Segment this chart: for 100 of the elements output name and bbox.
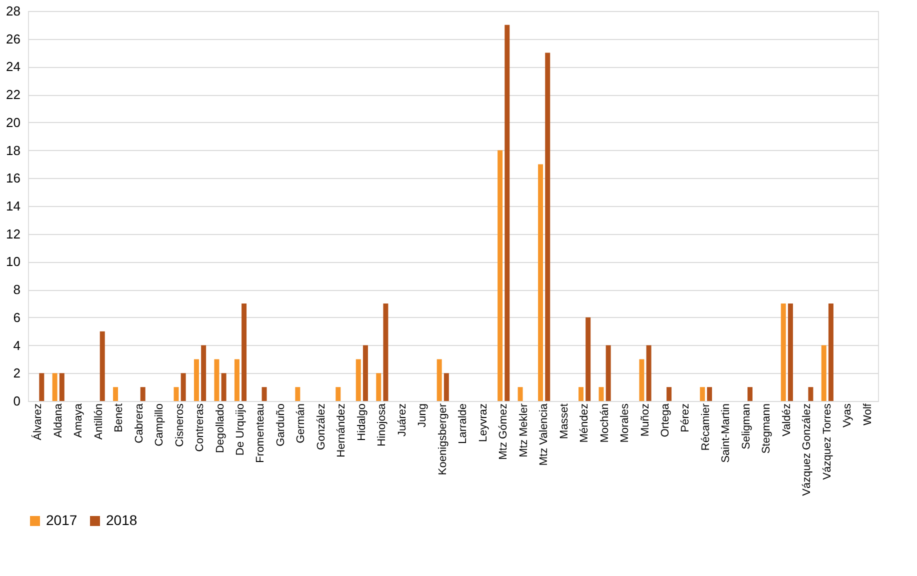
bar [295,387,300,401]
bar [598,387,604,401]
x-tick-label: Hinojosa [376,402,388,446]
y-tick-label: 2 [13,366,20,381]
bar [214,359,220,401]
x-tick-label: Saint-Martin [720,404,732,463]
x-tick-label: Vázquez González [801,404,814,496]
bar [362,345,368,401]
bar [538,164,544,401]
x-tick-label: Mtz Mekler [518,403,530,458]
bar [747,387,752,401]
bar [498,150,503,401]
bar [545,52,550,401]
x-tick-label: Vyas [842,403,854,428]
bar [646,345,652,401]
bar [586,317,591,401]
bar [808,387,814,401]
bar [376,373,382,401]
bar [666,387,672,401]
y-tick-label: 22 [6,87,20,102]
bar [201,345,206,401]
x-tick-label: Seligman [740,404,752,450]
y-tick-label: 14 [6,198,20,214]
x-tick-label: Álvarez [31,404,44,440]
x-tick-label: Cabrera [133,402,146,444]
x-tick-label: Fromenteau [254,404,267,463]
bar [700,387,705,401]
bar [140,387,146,401]
bar [606,345,611,401]
y-tick-label: 26 [6,31,20,46]
bar [262,387,267,401]
x-tick-label: Larralde [457,404,470,444]
x-tick-label: Aldana [52,402,64,438]
x-tick-label: Masset [558,404,570,439]
bar [504,24,510,401]
bar [444,373,449,401]
x-tick-label: Amaya [72,402,85,438]
bar [383,304,388,401]
bar [707,387,712,401]
bar [180,373,186,401]
y-tick-label: 10 [6,254,20,270]
y-tick-label: 8 [13,282,20,298]
legend-label: 2017 [46,512,78,528]
bar [436,359,442,401]
bar [113,387,118,401]
y-tick-label: 4 [13,338,20,353]
x-tick-label: De Urquijo [234,404,246,456]
y-tick-label: 0 [13,394,20,408]
x-tick-label: Antillón [92,404,105,440]
y-tick-label: 20 [6,114,20,130]
x-tick-label: Koenigsberger [436,403,449,476]
bar [242,304,247,401]
y-tick-label: 12 [6,226,20,242]
bar [39,373,44,401]
x-tick-label: Jung [416,404,429,428]
bar [780,304,786,401]
y-tick-label: 6 [13,310,20,325]
y-tick-label: 28 [6,4,20,18]
bar [59,373,64,401]
bar [821,345,826,401]
bar [518,387,523,401]
x-tick-label: Contreras [194,403,206,452]
x-tick-label: Stegmann [760,404,773,454]
bar [828,304,834,401]
x-tick-label: Pérez [680,404,692,432]
bar [788,304,793,401]
x-tick-label: Juárez [396,404,408,437]
legend-label: 2018 [106,512,138,528]
x-tick-label: Vázquez Torres [821,403,834,480]
y-tick-label: 24 [6,59,20,74]
bar [100,331,105,401]
x-tick-label: Leyvraz [477,404,490,442]
bar [194,359,199,401]
x-tick-label: Mochán [598,404,611,443]
bar [578,387,584,401]
x-tick-label: Benet [113,404,126,432]
x-tick-label: Hernández [336,404,348,458]
x-tick-label: Campillo [154,404,166,446]
x-tick-label: Wolf [862,402,874,426]
bar [336,387,341,401]
x-tick-label: Muñoz [639,404,652,437]
y-tick-label: 18 [6,142,20,158]
x-tick-label: Récamier [700,403,712,451]
x-tick-label: Degollado [214,404,226,454]
x-tick-label: Cisneros [174,403,186,447]
x-tick-label: Valdéz [780,404,793,436]
x-tick-label: Mtz Valencia [538,402,550,466]
bar [639,359,644,401]
bar [234,359,240,401]
x-tick-label: Méndez [578,404,591,443]
bar [174,387,179,401]
x-tick-label: Garduño [274,404,287,446]
y-tick-label: 16 [6,170,20,186]
x-tick-label: Morales [619,403,632,443]
x-tick-label: Hidalgo [356,404,368,441]
bar [52,373,58,401]
x-tick-label: Mtz Gómez [498,404,510,460]
x-tick-label: González [315,404,328,450]
bar [221,373,226,401]
x-tick-label: Ortega [660,402,672,438]
